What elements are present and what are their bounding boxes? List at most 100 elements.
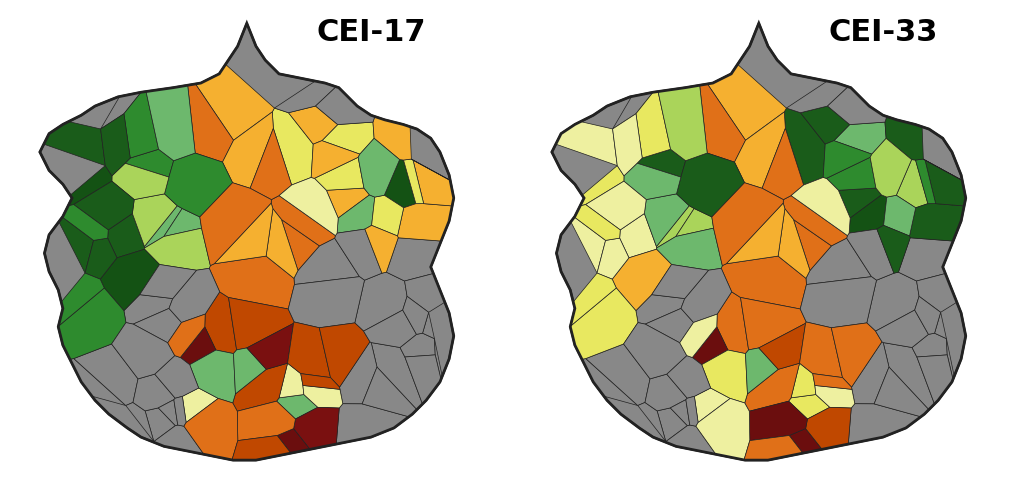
Polygon shape [759,324,806,369]
Polygon shape [874,367,940,422]
Polygon shape [404,355,456,444]
Polygon shape [750,401,808,441]
Polygon shape [744,363,800,411]
Polygon shape [288,322,331,378]
Polygon shape [657,13,708,161]
Polygon shape [915,159,936,203]
Polygon shape [516,273,616,372]
Polygon shape [133,308,181,343]
Polygon shape [778,209,810,278]
Polygon shape [214,203,272,264]
Polygon shape [847,229,894,280]
Polygon shape [644,194,689,246]
Polygon shape [701,350,748,403]
Polygon shape [288,277,365,328]
Polygon shape [846,404,968,488]
Polygon shape [124,295,173,324]
Polygon shape [271,196,336,246]
Polygon shape [597,238,629,279]
Polygon shape [686,396,698,426]
Polygon shape [666,425,737,484]
Polygon shape [282,220,319,270]
Polygon shape [222,112,273,188]
Polygon shape [354,272,408,331]
Polygon shape [154,425,225,484]
Polygon shape [712,183,783,265]
Polygon shape [826,157,876,190]
Polygon shape [74,181,134,230]
Polygon shape [4,273,104,372]
Polygon shape [885,21,924,160]
Polygon shape [189,350,236,403]
Polygon shape [638,403,666,442]
Polygon shape [145,408,175,442]
Polygon shape [806,238,871,285]
Polygon shape [280,363,304,398]
Polygon shape [400,333,435,357]
Polygon shape [145,13,196,161]
Polygon shape [516,359,638,406]
Polygon shape [301,374,340,389]
Polygon shape [232,363,288,411]
Polygon shape [786,21,918,113]
Polygon shape [721,256,807,309]
Polygon shape [335,229,382,280]
Polygon shape [831,323,882,387]
Polygon shape [912,333,947,357]
Polygon shape [225,435,339,488]
Polygon shape [925,160,1017,210]
Polygon shape [126,403,154,442]
Polygon shape [884,343,941,423]
Polygon shape [434,339,456,444]
Polygon shape [870,138,911,197]
Polygon shape [53,210,93,273]
Polygon shape [636,295,685,324]
Polygon shape [373,21,412,160]
Polygon shape [671,400,690,426]
Polygon shape [790,428,851,488]
Polygon shape [413,160,505,210]
Polygon shape [404,248,531,312]
Polygon shape [717,292,749,354]
Polygon shape [839,188,882,218]
Polygon shape [552,23,966,460]
Polygon shape [100,114,130,176]
Polygon shape [734,112,785,188]
Polygon shape [40,23,454,460]
Polygon shape [144,205,182,248]
Polygon shape [612,114,642,176]
Polygon shape [612,249,672,311]
Polygon shape [884,195,915,236]
Polygon shape [289,106,338,144]
Polygon shape [657,408,687,442]
Polygon shape [112,163,169,200]
Polygon shape [164,208,202,237]
Polygon shape [108,214,144,258]
Polygon shape [303,386,343,408]
Polygon shape [266,209,298,278]
Polygon shape [624,323,687,379]
Polygon shape [247,324,294,369]
Polygon shape [792,363,816,398]
Polygon shape [676,208,714,237]
Polygon shape [112,323,175,379]
Polygon shape [784,108,825,185]
Polygon shape [319,61,617,165]
Polygon shape [372,195,403,236]
Polygon shape [823,141,871,178]
Polygon shape [340,342,377,404]
Polygon shape [53,204,109,241]
Polygon shape [85,238,117,279]
Text: CEI-33: CEI-33 [828,18,938,47]
Polygon shape [866,272,920,331]
Polygon shape [692,327,728,365]
Polygon shape [423,312,434,339]
Polygon shape [696,398,750,484]
Polygon shape [337,195,375,233]
Polygon shape [182,388,218,423]
Polygon shape [565,165,624,210]
Polygon shape [315,21,406,124]
Polygon shape [358,138,399,197]
Polygon shape [637,149,686,177]
Polygon shape [813,374,852,389]
